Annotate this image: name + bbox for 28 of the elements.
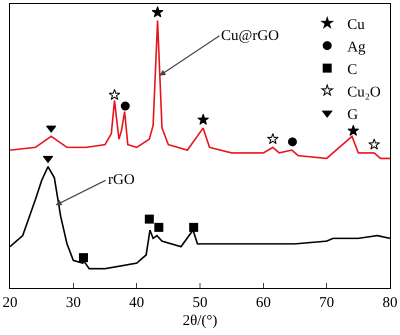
point — [288, 137, 297, 146]
x-tick-label: 30 — [66, 295, 81, 311]
point — [197, 114, 209, 125]
x-tick-label: 80 — [382, 295, 398, 311]
x-axis-title: 2θ/(°) — [182, 313, 218, 329]
legend-label: Cu₂O — [347, 84, 381, 100]
x-tick-label: 40 — [129, 295, 144, 311]
legend-label: G — [347, 106, 358, 123]
point — [78, 253, 88, 262]
x-tick-label: 60 — [256, 295, 271, 311]
legend-label: C — [347, 62, 358, 78]
point — [144, 214, 154, 224]
point — [154, 222, 164, 232]
legend-label: Cu — [347, 16, 366, 33]
point — [368, 138, 380, 150]
annotation: rGO — [108, 172, 135, 188]
x-tick-label: 70 — [319, 295, 334, 311]
x-tick-label: 20 — [2, 295, 18, 311]
legend-label: Ag — [347, 39, 366, 56]
point — [152, 6, 164, 18]
annotation: Cu@rGO — [221, 28, 280, 44]
point — [46, 126, 56, 133]
point — [120, 102, 130, 111]
x-tick-label: 50 — [192, 295, 208, 311]
point — [189, 222, 198, 232]
point — [108, 88, 120, 100]
point — [267, 133, 279, 144]
point — [347, 124, 360, 136]
